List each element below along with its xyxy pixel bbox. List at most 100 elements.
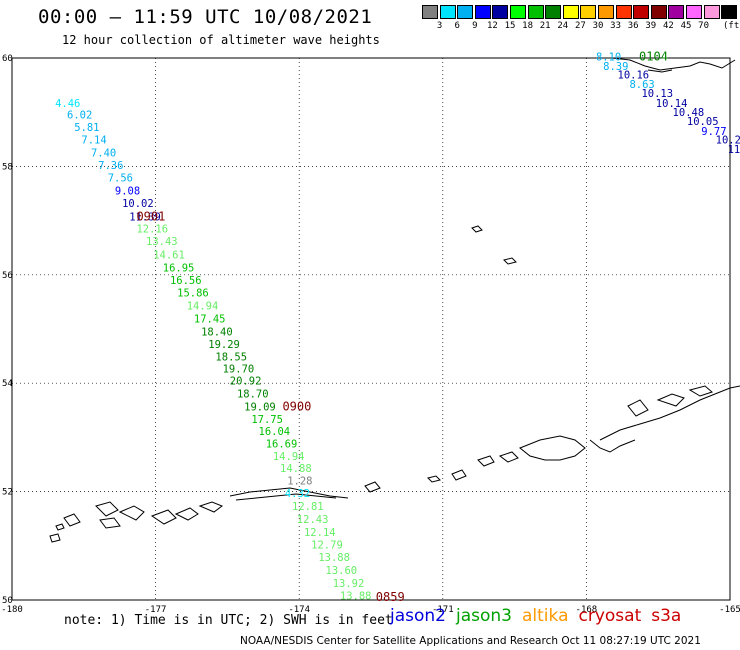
graticule: [11, 57, 731, 601]
legend-swatch: [650, 5, 667, 19]
wave-height-label: 20.92: [230, 375, 262, 387]
satellite-name: cryosat: [578, 606, 642, 626]
legend-swatch: [422, 5, 438, 19]
legend-swatch: [686, 5, 702, 19]
legend-tick-label: 70: [698, 21, 710, 31]
wave-height-label: 16.69: [266, 439, 298, 451]
wave-height-label: 13.88: [318, 552, 350, 564]
wave-height-label: 6.02: [67, 110, 92, 122]
time-label: 0859: [376, 590, 405, 604]
wave-height-label: 7.36: [98, 160, 123, 172]
page-title: 00:00 — 11:59 UTC 10/08/2021: [38, 6, 373, 28]
wave-height-label: 19.29: [208, 339, 240, 351]
legend-tick-label: 36: [627, 21, 639, 31]
wave-height-label: 10.48: [673, 107, 705, 119]
time-label: 0901: [136, 210, 165, 224]
credit-line: NOAA/NESDIS Center for Satellite Applica…: [240, 635, 701, 647]
wave-height-label: 4.46: [55, 98, 80, 110]
legend-tick-label: 39: [645, 21, 657, 31]
latitude-tick-label: 56: [2, 271, 13, 281]
legend-swatch: [527, 5, 544, 19]
wave-height-label: 13.88: [340, 590, 372, 602]
latitude-tick-label: 60: [2, 54, 13, 64]
wave-height-label: 10.14: [656, 98, 688, 110]
coastline: [49, 57, 740, 543]
legend-tick-label: 12: [486, 21, 498, 31]
wave-height-label: 15.86: [177, 287, 209, 299]
wave-height-label: 16.04: [259, 426, 291, 438]
legend-swatch: [703, 5, 720, 19]
wave-height-label: 13.43: [146, 236, 178, 248]
legend-tick-label: 45: [680, 21, 692, 31]
wave-height-label: 16.56: [170, 275, 202, 287]
legend-swatch: [510, 5, 526, 19]
wave-height-label: 11.52: [728, 144, 740, 156]
wave-height-label: 12.16: [136, 224, 168, 236]
legend-swatch: [668, 5, 685, 19]
wave-height-label: 19.70: [223, 363, 255, 375]
time-label: 0900: [282, 399, 311, 413]
wave-height-label: 7.40: [91, 148, 116, 160]
satellite-name: jason3: [456, 606, 512, 626]
legend-unit: (ft): [723, 21, 740, 31]
legend-swatch: [439, 5, 456, 19]
legend-swatch: [562, 5, 579, 19]
legend-swatch: [580, 5, 597, 19]
wave-height-label: 7.56: [108, 173, 133, 185]
wave-height-label: 8.63: [629, 79, 654, 91]
wave-height-label: 18.40: [201, 327, 233, 339]
wave-height-label: 7.14: [81, 135, 106, 147]
legend-tick-label: 18: [522, 21, 534, 31]
wave-height-label: 9.77: [701, 126, 726, 138]
legend-swatch: [474, 5, 491, 19]
footnote: note: 1) Time is in UTC; 2) SWH is in fe…: [64, 613, 393, 628]
wave-height-label: 18.70: [237, 388, 269, 400]
wave-height-label: 14.94: [187, 300, 219, 312]
wave-height-label: 18.55: [215, 351, 247, 363]
legend-swatch: [598, 5, 614, 19]
map-axes: -180 -177 -174 -171 -168 -165 60 58 56 54 52 50: [1, 54, 740, 615]
wave-height-label: 8.39: [603, 61, 628, 73]
legend-swatch: [721, 5, 738, 19]
wave-height-label: 17.75: [251, 414, 283, 426]
wave-height-label: 5.81: [74, 122, 99, 134]
altimeter-tracks: 8.108.3910.168.6310.1310.1410.4810.059.7…: [55, 50, 740, 604]
wave-height-label: 11.39: [129, 212, 161, 224]
legend-tick-label: 21: [539, 21, 551, 31]
legend-swatch: [457, 5, 474, 19]
legend-tick-label: 24: [557, 21, 569, 31]
latitude-tick-label: 52: [2, 488, 13, 498]
longitude-tick-label: -171: [432, 605, 454, 615]
wave-height-label: 1.28: [287, 476, 312, 488]
legend-tick-label: 9: [472, 21, 478, 31]
legend-tick-label: 42: [662, 21, 674, 31]
legend-tick-label: 6: [454, 21, 460, 31]
wave-height-label: 12.14: [304, 527, 336, 539]
wave-height-label: 17.45: [194, 313, 226, 325]
wave-height-label: 12.43: [297, 514, 329, 526]
wave-height-label: 10.13: [641, 88, 673, 100]
legend-tick-label: 15: [504, 21, 516, 31]
legend-tick-label: 30: [592, 21, 604, 31]
legend-swatch: [615, 5, 632, 19]
longitude-tick-label: -180: [1, 605, 23, 615]
legend-swatch: [633, 5, 650, 19]
satellite-name: altika: [522, 606, 569, 626]
wave-height-label: 9.08: [115, 186, 140, 198]
track-east: 8.108.3910.168.6310.1310.1410.4810.059.7…: [596, 50, 740, 165]
wave-height-label: 10.05: [687, 116, 719, 128]
longitude-tick-label: -177: [145, 605, 167, 615]
latitude-tick-label: 58: [2, 162, 13, 172]
satellite-name: jason2: [390, 606, 446, 626]
longitude-tick-label: -168: [576, 605, 598, 615]
latitude-tick-label: 54: [2, 379, 13, 389]
wave-height-label: 16.95: [163, 263, 195, 275]
wave-height-label: 19.09: [244, 401, 276, 413]
wave-height-label: 14.61: [153, 250, 185, 262]
satellite-legend: jason2 jason3 altika cryosat s3a: [390, 606, 691, 626]
longitude-tick-label: -165: [719, 605, 740, 615]
satellite-name: s3a: [651, 606, 682, 626]
wave-height-label: 14.88: [280, 463, 312, 475]
legend-swatch: [545, 5, 562, 19]
